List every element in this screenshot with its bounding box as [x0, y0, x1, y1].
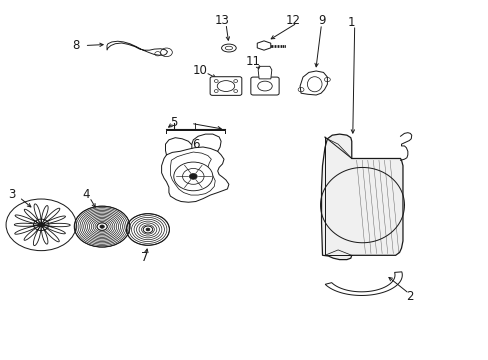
Circle shape	[100, 225, 104, 228]
Text: 13: 13	[215, 14, 229, 27]
Circle shape	[97, 223, 107, 230]
Polygon shape	[257, 41, 270, 50]
Text: 8: 8	[72, 39, 80, 52]
Text: 10: 10	[192, 64, 206, 77]
Text: 7: 7	[141, 251, 148, 264]
Text: 6: 6	[192, 138, 199, 150]
Polygon shape	[258, 66, 271, 79]
Text: 9: 9	[317, 14, 325, 27]
Polygon shape	[24, 225, 41, 246]
Text: 1: 1	[347, 16, 355, 29]
Circle shape	[143, 226, 152, 233]
Polygon shape	[325, 272, 402, 296]
Text: 11: 11	[245, 55, 260, 68]
Polygon shape	[34, 204, 48, 225]
Polygon shape	[41, 208, 65, 225]
Text: 4: 4	[82, 188, 90, 201]
Circle shape	[189, 174, 197, 179]
Polygon shape	[161, 147, 228, 202]
FancyBboxPatch shape	[210, 77, 242, 95]
Circle shape	[38, 223, 44, 227]
Polygon shape	[14, 223, 41, 234]
Polygon shape	[107, 41, 167, 55]
Text: 12: 12	[285, 14, 300, 27]
Polygon shape	[41, 223, 70, 234]
Text: 2: 2	[406, 290, 413, 303]
Polygon shape	[321, 134, 402, 260]
Circle shape	[146, 228, 150, 231]
Polygon shape	[15, 209, 41, 225]
Circle shape	[173, 162, 212, 191]
Text: 5: 5	[170, 116, 177, 129]
Polygon shape	[41, 225, 59, 244]
Text: 3: 3	[8, 188, 15, 201]
FancyBboxPatch shape	[250, 77, 279, 95]
Polygon shape	[300, 71, 327, 95]
